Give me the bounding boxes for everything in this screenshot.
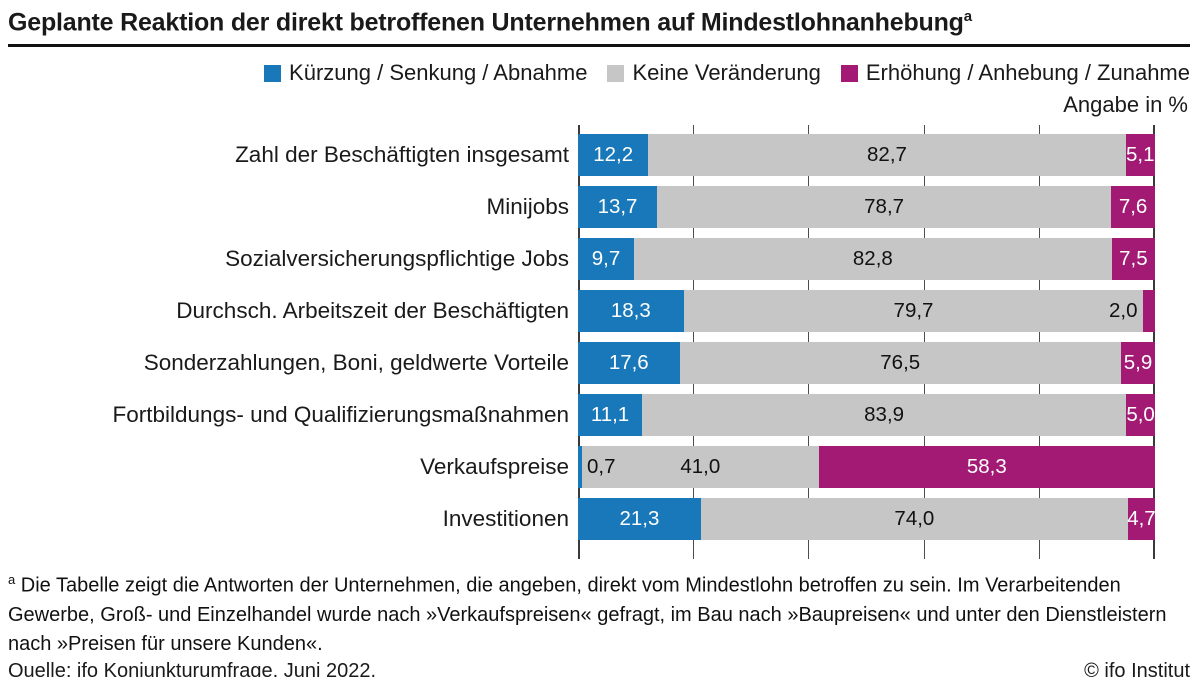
bar-segment-increase: 58,3 <box>818 446 1155 489</box>
category-label: Investitionen <box>442 506 569 532</box>
bar-row: 13,7 78,7 7,6 <box>578 186 1155 229</box>
category-label: Minijobs <box>486 194 569 220</box>
legend-item-decrease: Kürzung / Senkung / Abnahme <box>264 60 587 86</box>
copyright-text: © ifo Institut <box>1084 659 1190 677</box>
bar-segment-increase: 7,5 <box>1111 238 1155 281</box>
bar-row: 0,7 41,0 58,3 <box>578 446 1155 489</box>
source-row: Quelle: ifo Konjunkturumfrage, Juni 2022… <box>8 660 1190 677</box>
title-footnote-marker: a <box>963 8 972 25</box>
bar-segment-no-change: 82,7 <box>648 134 1126 177</box>
bar-row: 21,3 74,0 4,7 <box>578 498 1156 541</box>
legend-label-decrease: Kürzung / Senkung / Abnahme <box>289 60 588 86</box>
bar-value-label: 5,0 <box>1126 403 1155 427</box>
bar-value-label: 13,7 <box>597 195 638 219</box>
bar-value-label: 5,1 <box>1126 143 1155 167</box>
legend-label-no-change: Keine Veränderung <box>632 60 821 86</box>
page-title-text: Geplante Reaktion der direkt betroffenen… <box>8 8 964 37</box>
bar-value-label: 2,0 <box>1108 299 1138 323</box>
bar-value-label: 78,7 <box>864 195 905 219</box>
category-label: Fortbildungs- und Qualifizierungsmaßnahm… <box>112 402 569 428</box>
bar-segment-decrease: 9,7 <box>578 238 634 281</box>
bar-row: 9,7 82,8 7,5 <box>578 238 1155 281</box>
chart-plot-area: 12,2 82,7 5,1 13,7 78,7 7,6 9,7 82,8 7,5 18,3 79,7… <box>578 125 1156 560</box>
bar-row: 17,6 76,5 5,9 <box>578 342 1155 385</box>
bar-segment-increase: 7,6 <box>1111 186 1155 229</box>
bar-segment-no-change: 82,8 <box>633 238 1112 281</box>
bar-row: 18,3 79,7 2,0 <box>578 290 1155 333</box>
bar-value-label: 18,3 <box>610 299 651 323</box>
bar-value-label: 4,7 <box>1127 507 1156 531</box>
bar-segment-decrease: 21,3 <box>578 498 701 541</box>
bar-segment-increase <box>1143 290 1155 333</box>
bar-segment-increase: 5,1 <box>1125 134 1155 177</box>
stacked-bar-chart: Zahl der Beschäftigten insgesamt Minijobs… <box>8 125 1190 560</box>
bar-segment-decrease: 17,6 <box>578 342 680 385</box>
bar-value-label: 76,5 <box>880 351 921 375</box>
legend-item-no-change: Keine Veränderung <box>607 60 821 86</box>
bar-segment-no-change: 41,0 <box>582 446 819 489</box>
bar-value-label: 5,9 <box>1123 351 1153 375</box>
bar-value-label: 7,5 <box>1119 247 1148 271</box>
bar-segment-no-change: 79,7 <box>683 290 1144 333</box>
title-divider <box>8 44 1190 48</box>
bar-value-label: 9,7 <box>591 247 621 271</box>
bar-value-label: 79,7 <box>893 299 934 323</box>
bar-segment-no-change: 74,0 <box>700 498 1128 541</box>
bar-value-label: 7,6 <box>1118 195 1148 219</box>
page-title: Geplante Reaktion der direkt betroffenen… <box>8 8 1190 37</box>
legend-item-increase: Erhöhung / Anhebung / Zunahme <box>840 60 1190 86</box>
bar-value-label: 41,0 <box>680 455 721 479</box>
bar-segment-no-change: 83,9 <box>642 394 1127 437</box>
category-label: Sonderzahlungen, Boni, geldwerte Vorteil… <box>143 350 569 376</box>
bar-segment-decrease: 11,1 <box>578 394 643 437</box>
bar-row: 12,2 82,7 5,1 <box>578 134 1155 177</box>
footnote-text: Die Tabelle zeigt die Antworten der Unte… <box>8 574 1167 655</box>
bar-value-label: 17,6 <box>608 351 649 375</box>
category-label: Verkaufspreise <box>420 454 569 480</box>
increase-color-swatch-icon <box>840 64 858 82</box>
bar-value-label: 82,8 <box>852 247 893 271</box>
bar-value-label: 0,7 <box>587 455 616 479</box>
bar-segment-no-change: 78,7 <box>657 186 1112 229</box>
bar-row: 11,1 83,9 5,0 <box>578 394 1155 437</box>
source-text: Quelle: ifo Konjunkturumfrage, Juni 2022… <box>8 659 376 677</box>
bar-value-label: 12,2 <box>593 143 634 167</box>
chart-legend: Kürzung / Senkung / Abnahme Keine Veränd… <box>8 60 1190 86</box>
bar-segment-increase: 5,0 <box>1126 394 1155 437</box>
footnote: a Die Tabelle zeigt die Antworten der Un… <box>8 565 1190 659</box>
no-change-color-swatch-icon <box>607 64 625 82</box>
bar-segment-increase: 5,9 <box>1120 342 1155 385</box>
legend-label-increase: Erhöhung / Anhebung / Zunahme <box>865 60 1190 86</box>
category-labels-column: Zahl der Beschäftigten insgesamt Minijobs… <box>8 134 578 550</box>
bar-segment-no-change: 76,5 <box>679 342 1121 385</box>
bar-value-label: 58,3 <box>966 455 1007 479</box>
category-label: Zahl der Beschäftigten insgesamt <box>235 142 569 168</box>
bar-value-label: 11,1 <box>590 403 630 427</box>
bar-value-label: 83,9 <box>864 403 905 427</box>
bar-segment-decrease <box>578 446 583 489</box>
category-label: Sozialversicherungspflichtige Jobs <box>225 246 569 272</box>
bar-value-label: 82,7 <box>867 143 907 167</box>
bar-segment-increase: 4,7 <box>1127 498 1156 541</box>
bar-value-label: 21,3 <box>619 507 660 531</box>
unit-note: Angabe in % <box>1063 92 1188 118</box>
bar-segment-decrease: 13,7 <box>578 186 658 229</box>
category-label: Durchsch. Arbeitszeit der Beschäftigten <box>176 298 569 324</box>
bar-value-label: 74,0 <box>894 507 935 531</box>
footnote-marker: a <box>8 572 16 588</box>
bar-segment-decrease: 18,3 <box>578 290 684 333</box>
bar-segment-decrease: 12,2 <box>578 134 649 177</box>
decrease-color-swatch-icon <box>264 64 282 82</box>
